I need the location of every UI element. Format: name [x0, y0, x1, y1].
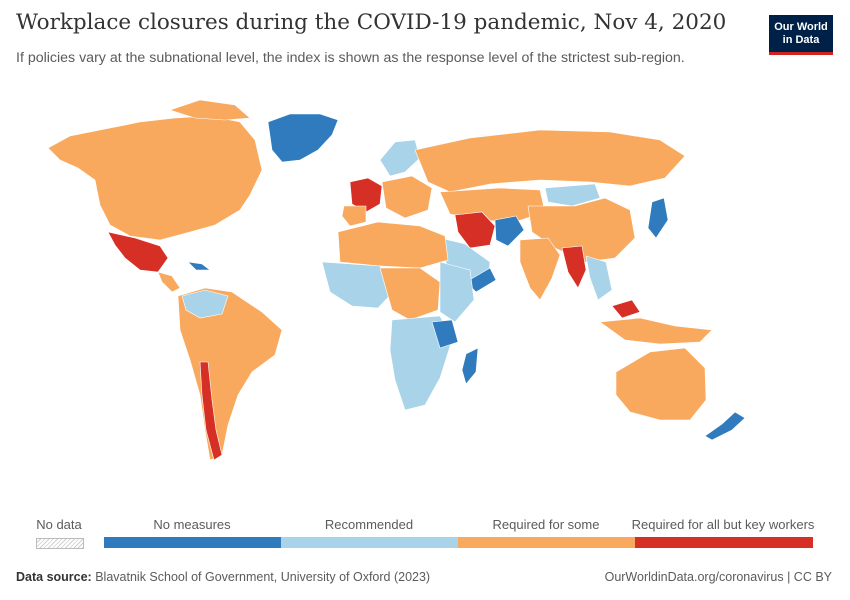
region-iberia[interactable] [341, 205, 367, 227]
legend-label-recommended: Recommended [324, 517, 414, 532]
region-southeast-asia[interactable] [585, 255, 613, 301]
legend-bin-no-measures[interactable] [104, 537, 281, 548]
chart-title: Workplace closures during the COVID-19 p… [16, 10, 727, 35]
region-afghanistan[interactable] [494, 215, 525, 247]
region-central-america[interactable] [157, 271, 181, 293]
logo-line-2: in Data [782, 33, 820, 46]
logo-line-1: Our World [774, 20, 828, 33]
data-source: Data source: Blavatnik School of Governm… [16, 570, 430, 584]
legend-bin-recommended[interactable] [281, 537, 458, 548]
owid-logo[interactable]: Our World in Data [769, 15, 833, 55]
region-mongolia[interactable] [544, 183, 601, 207]
chart-subtitle: If policies vary at the subnational leve… [16, 50, 685, 66]
region-eastern-europe[interactable] [381, 175, 433, 219]
region-madagascar[interactable] [461, 347, 479, 385]
region-east-africa[interactable] [439, 261, 475, 323]
data-source-label: Data source: [16, 570, 92, 584]
region-greenland[interactable] [267, 113, 339, 163]
region-caribbean[interactable] [187, 261, 211, 271]
region-tanzania[interactable] [431, 319, 459, 349]
legend-label-no-measures: No measures [153, 517, 231, 532]
region-arctic-islands[interactable] [169, 99, 251, 121]
region-central-africa[interactable] [379, 267, 441, 321]
region-western-europe[interactable] [349, 177, 383, 213]
region-north-america[interactable] [47, 115, 263, 241]
legend-bin-required-for-some[interactable] [458, 537, 635, 548]
region-new-zealand[interactable] [704, 411, 746, 441]
region-north-africa[interactable] [337, 221, 449, 269]
world-map [47, 99, 746, 461]
region-australia[interactable] [615, 347, 707, 421]
region-south-america[interactable] [177, 287, 283, 461]
region-india[interactable] [519, 237, 561, 301]
region-japan[interactable] [647, 197, 669, 239]
region-iran[interactable] [454, 211, 496, 249]
region-myanmar[interactable] [561, 245, 587, 289]
data-source-text: Blavatnik School of Government, Universi… [95, 570, 431, 584]
region-malaysia[interactable] [611, 299, 641, 319]
region-northern-andes[interactable] [181, 289, 229, 319]
legend-no-data-swatch[interactable] [36, 538, 84, 549]
legend-bin-required-for-all[interactable] [635, 537, 813, 548]
footer-link[interactable]: OurWorldinData.org/coronavirus | CC BY [604, 570, 832, 584]
legend-no-data-label: No data [36, 517, 82, 532]
region-russia[interactable] [414, 129, 686, 193]
region-indonesia[interactable] [599, 317, 713, 345]
region-scandinavia[interactable] [379, 139, 421, 177]
legend-label-required-for-some: Required for some [492, 517, 600, 532]
region-chile[interactable] [199, 361, 223, 461]
region-west-africa[interactable] [321, 261, 396, 309]
legend-label-required-for-all: Required for all but key workers [631, 517, 815, 532]
